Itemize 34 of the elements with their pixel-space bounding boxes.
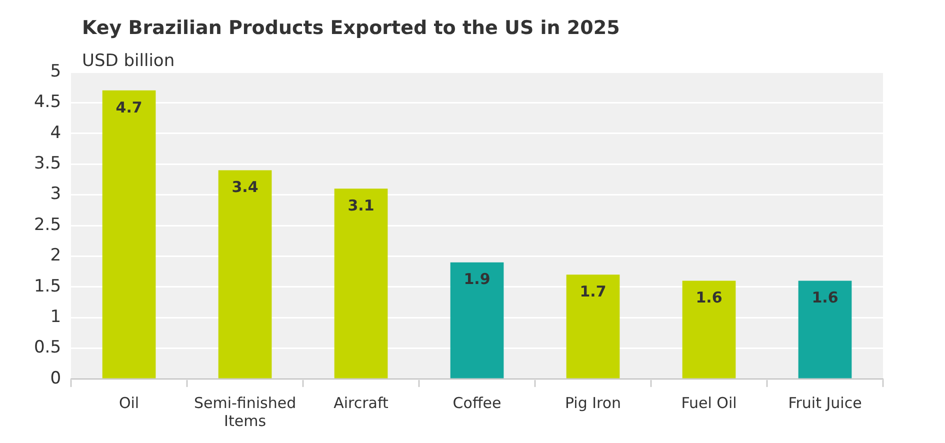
bar [334, 188, 388, 378]
y-tick-label: 2.5 [34, 214, 62, 235]
y-tick-label: 3 [50, 184, 62, 204]
y-tick-label: 5 [50, 61, 62, 82]
bar [798, 280, 852, 378]
bar [450, 262, 504, 378]
x-tick-label: Coffee [452, 394, 502, 412]
bar [566, 274, 620, 378]
data-label: 1.6 [812, 288, 838, 307]
y-tick-label: 2 [50, 246, 62, 266]
chart-title: Key Brazilian Products Exported to the US in 2025 [82, 17, 620, 39]
x-tick-label: Aircraft [334, 394, 389, 412]
y-tick-label: 4.5 [34, 92, 62, 112]
x-tick-label: Semi-finished Items [194, 394, 296, 430]
bar [218, 170, 272, 378]
y-tick-label: 1 [50, 307, 62, 328]
bar [102, 90, 156, 378]
y-tick-label: 3.5 [34, 154, 62, 174]
data-label: 1.7 [580, 282, 606, 301]
x-tick-label: Fruit Juice [788, 394, 862, 412]
x-tick-label: Fuel Oil [681, 394, 737, 412]
data-label: 1.6 [696, 288, 722, 307]
y-axis-title: USD billion [82, 51, 175, 71]
y-tick-label: 4 [50, 122, 62, 143]
y-tick-label: 1.5 [34, 276, 62, 296]
data-label: 3.1 [348, 196, 374, 215]
data-label: 1.9 [464, 270, 490, 288]
y-tick-label: 0.5 [34, 338, 62, 358]
x-tick-label: Oil [118, 394, 140, 412]
bar [682, 280, 736, 378]
data-label: 3.4 [232, 178, 258, 196]
x-tick-label: Pig Iron [564, 394, 622, 412]
y-tick-label: 0 [50, 368, 62, 388]
data-label: 4.7 [116, 98, 142, 116]
